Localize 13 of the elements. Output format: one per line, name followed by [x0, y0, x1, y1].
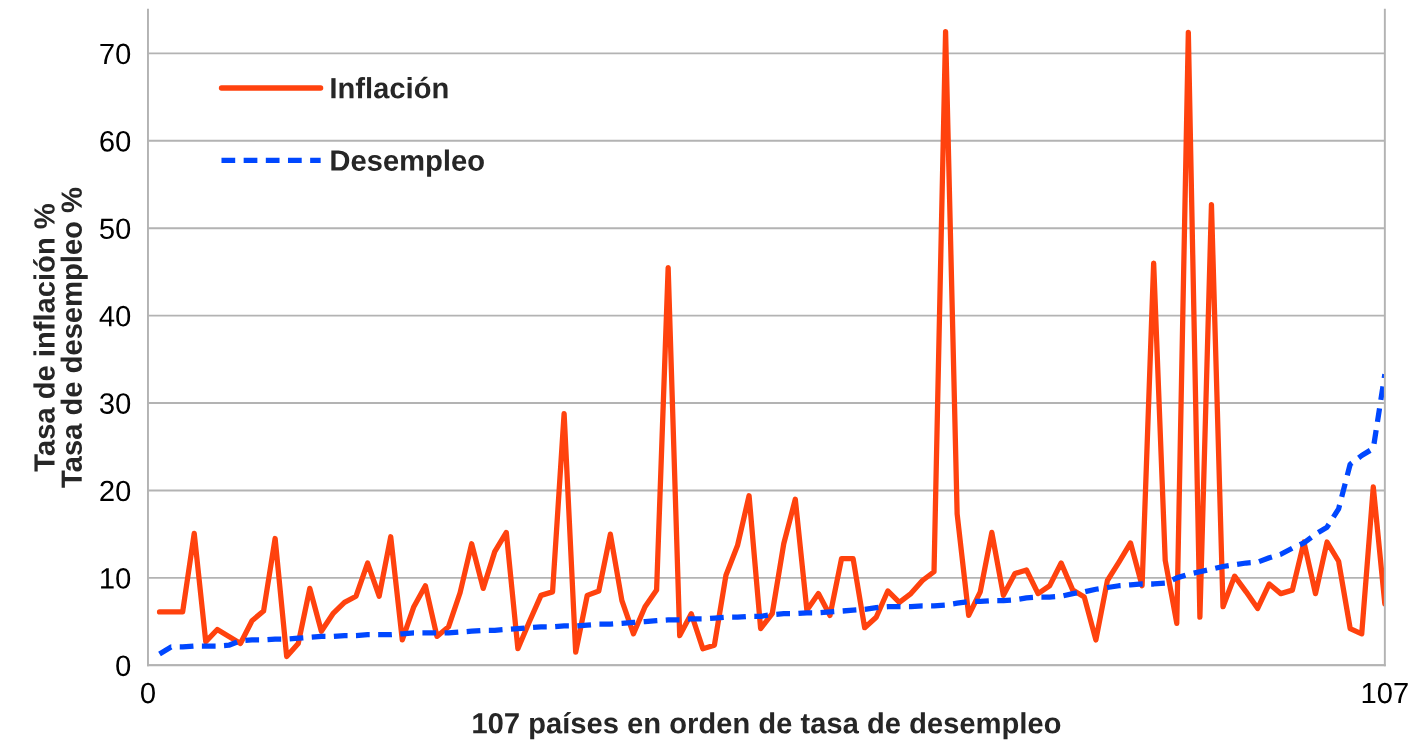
legend-label: Desempleo — [331, 149, 484, 177]
y-axis-title: Tasa de inflación % Tasa de desempleo % — [33, 187, 88, 488]
y-tick-label: 0 — [116, 655, 131, 677]
y-tick-label: 50 — [100, 218, 131, 240]
y-tick-label: 30 — [99, 393, 131, 414]
y-tick-label: 20 — [100, 480, 131, 502]
y-tick-label: 10 — [101, 568, 131, 589]
y-tick-label: 70 — [100, 43, 131, 65]
y-tick-label: 40 — [99, 305, 131, 327]
legend-label: Inflación — [331, 76, 448, 99]
y-tick-label: 60 — [100, 131, 131, 152]
x-axis-title: 107 países en orden de tasa de desempleo — [473, 711, 1061, 740]
x-tick-label: 107 — [1362, 682, 1408, 704]
